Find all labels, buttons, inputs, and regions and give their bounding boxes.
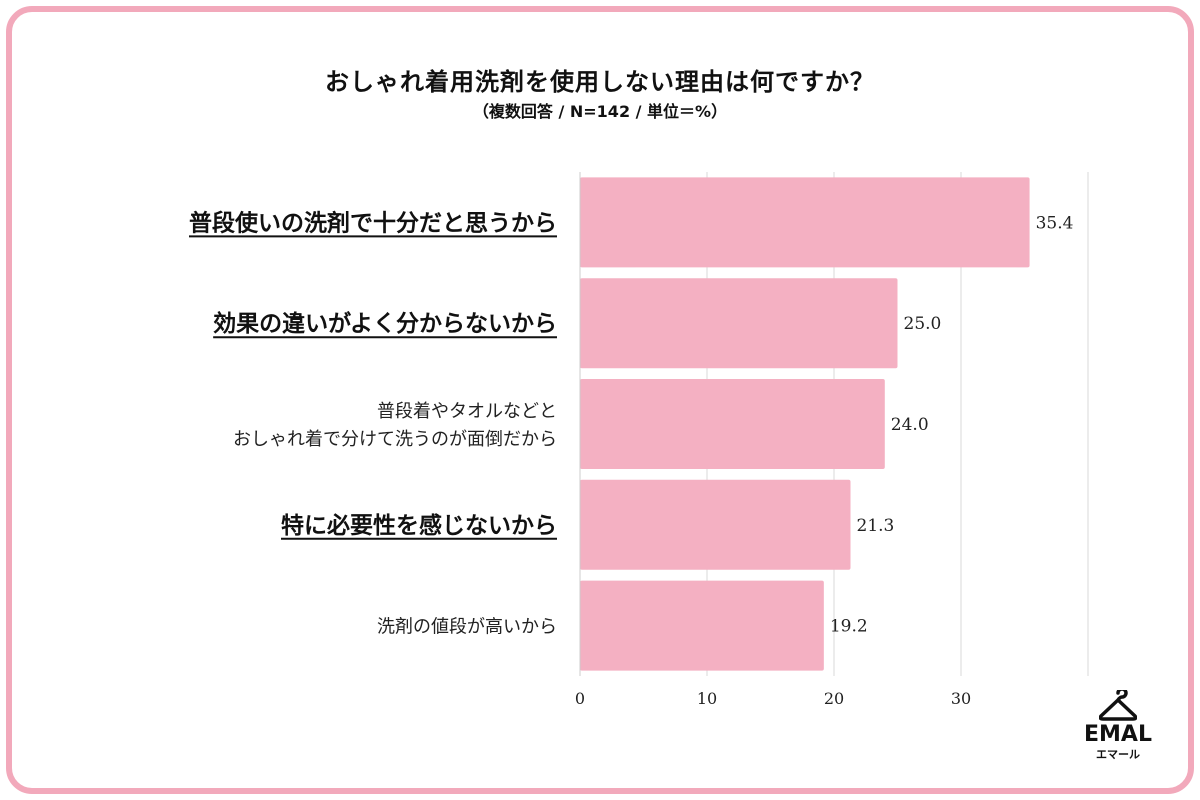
category-label-2: 効果の違いがよく分からないから: [213, 310, 557, 337]
logo-wordmark: EMAL: [1084, 722, 1152, 747]
bar-2: [580, 278, 898, 369]
value-label-5: 19.2: [830, 617, 868, 637]
category-label-3-line-2: おしゃれ着で分けて洗うのが面倒だから: [233, 429, 557, 450]
category-label-1: 普段使いの洗剤で十分だと思うから: [189, 209, 557, 236]
x-tick-label-20: 20: [824, 689, 844, 708]
value-label-3: 24.0: [891, 415, 929, 435]
bar-4: [580, 479, 851, 570]
chart-subtitle: （複数回答 / N=142 / 単位＝%）: [472, 102, 728, 121]
logo-subtext: エマール: [1096, 748, 1140, 761]
value-label-1: 35.4: [1036, 213, 1074, 233]
hanger-icon: [1099, 690, 1137, 721]
bar-1: [580, 177, 1030, 268]
x-tick-label-0: 0: [575, 689, 585, 708]
bar-3: [580, 379, 885, 469]
category-label-3-line-1: 普段着やタオルなどと: [377, 401, 557, 422]
x-tick-label-30: 30: [951, 689, 971, 708]
bar-5: [580, 580, 824, 671]
category-label-5-line-1: 洗剤の値段が高いから: [377, 617, 557, 638]
x-tick-label-10: 10: [697, 689, 717, 708]
chart-title: おしゃれ着用洗剤を使用しない理由は何ですか？: [325, 68, 875, 96]
category-label-4: 特に必要性を感じないから: [281, 512, 557, 539]
brand-logo: EMAL エマール: [1072, 684, 1164, 776]
value-label-4: 21.3: [857, 516, 895, 536]
value-label-2: 25.0: [904, 314, 942, 334]
